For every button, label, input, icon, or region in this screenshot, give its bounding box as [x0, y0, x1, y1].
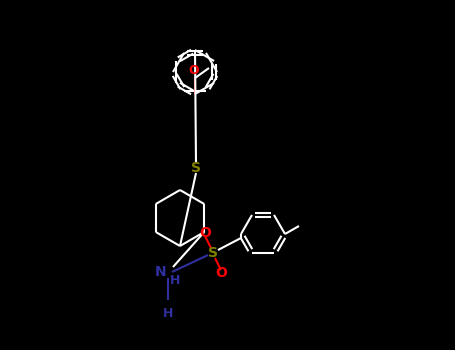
Text: O: O	[215, 266, 227, 280]
Text: S: S	[208, 246, 218, 260]
Text: O: O	[189, 64, 199, 77]
Text: O: O	[199, 226, 211, 240]
Text: H: H	[170, 274, 180, 287]
Text: S: S	[191, 161, 201, 175]
Text: N: N	[154, 265, 166, 279]
Text: H: H	[163, 307, 173, 320]
